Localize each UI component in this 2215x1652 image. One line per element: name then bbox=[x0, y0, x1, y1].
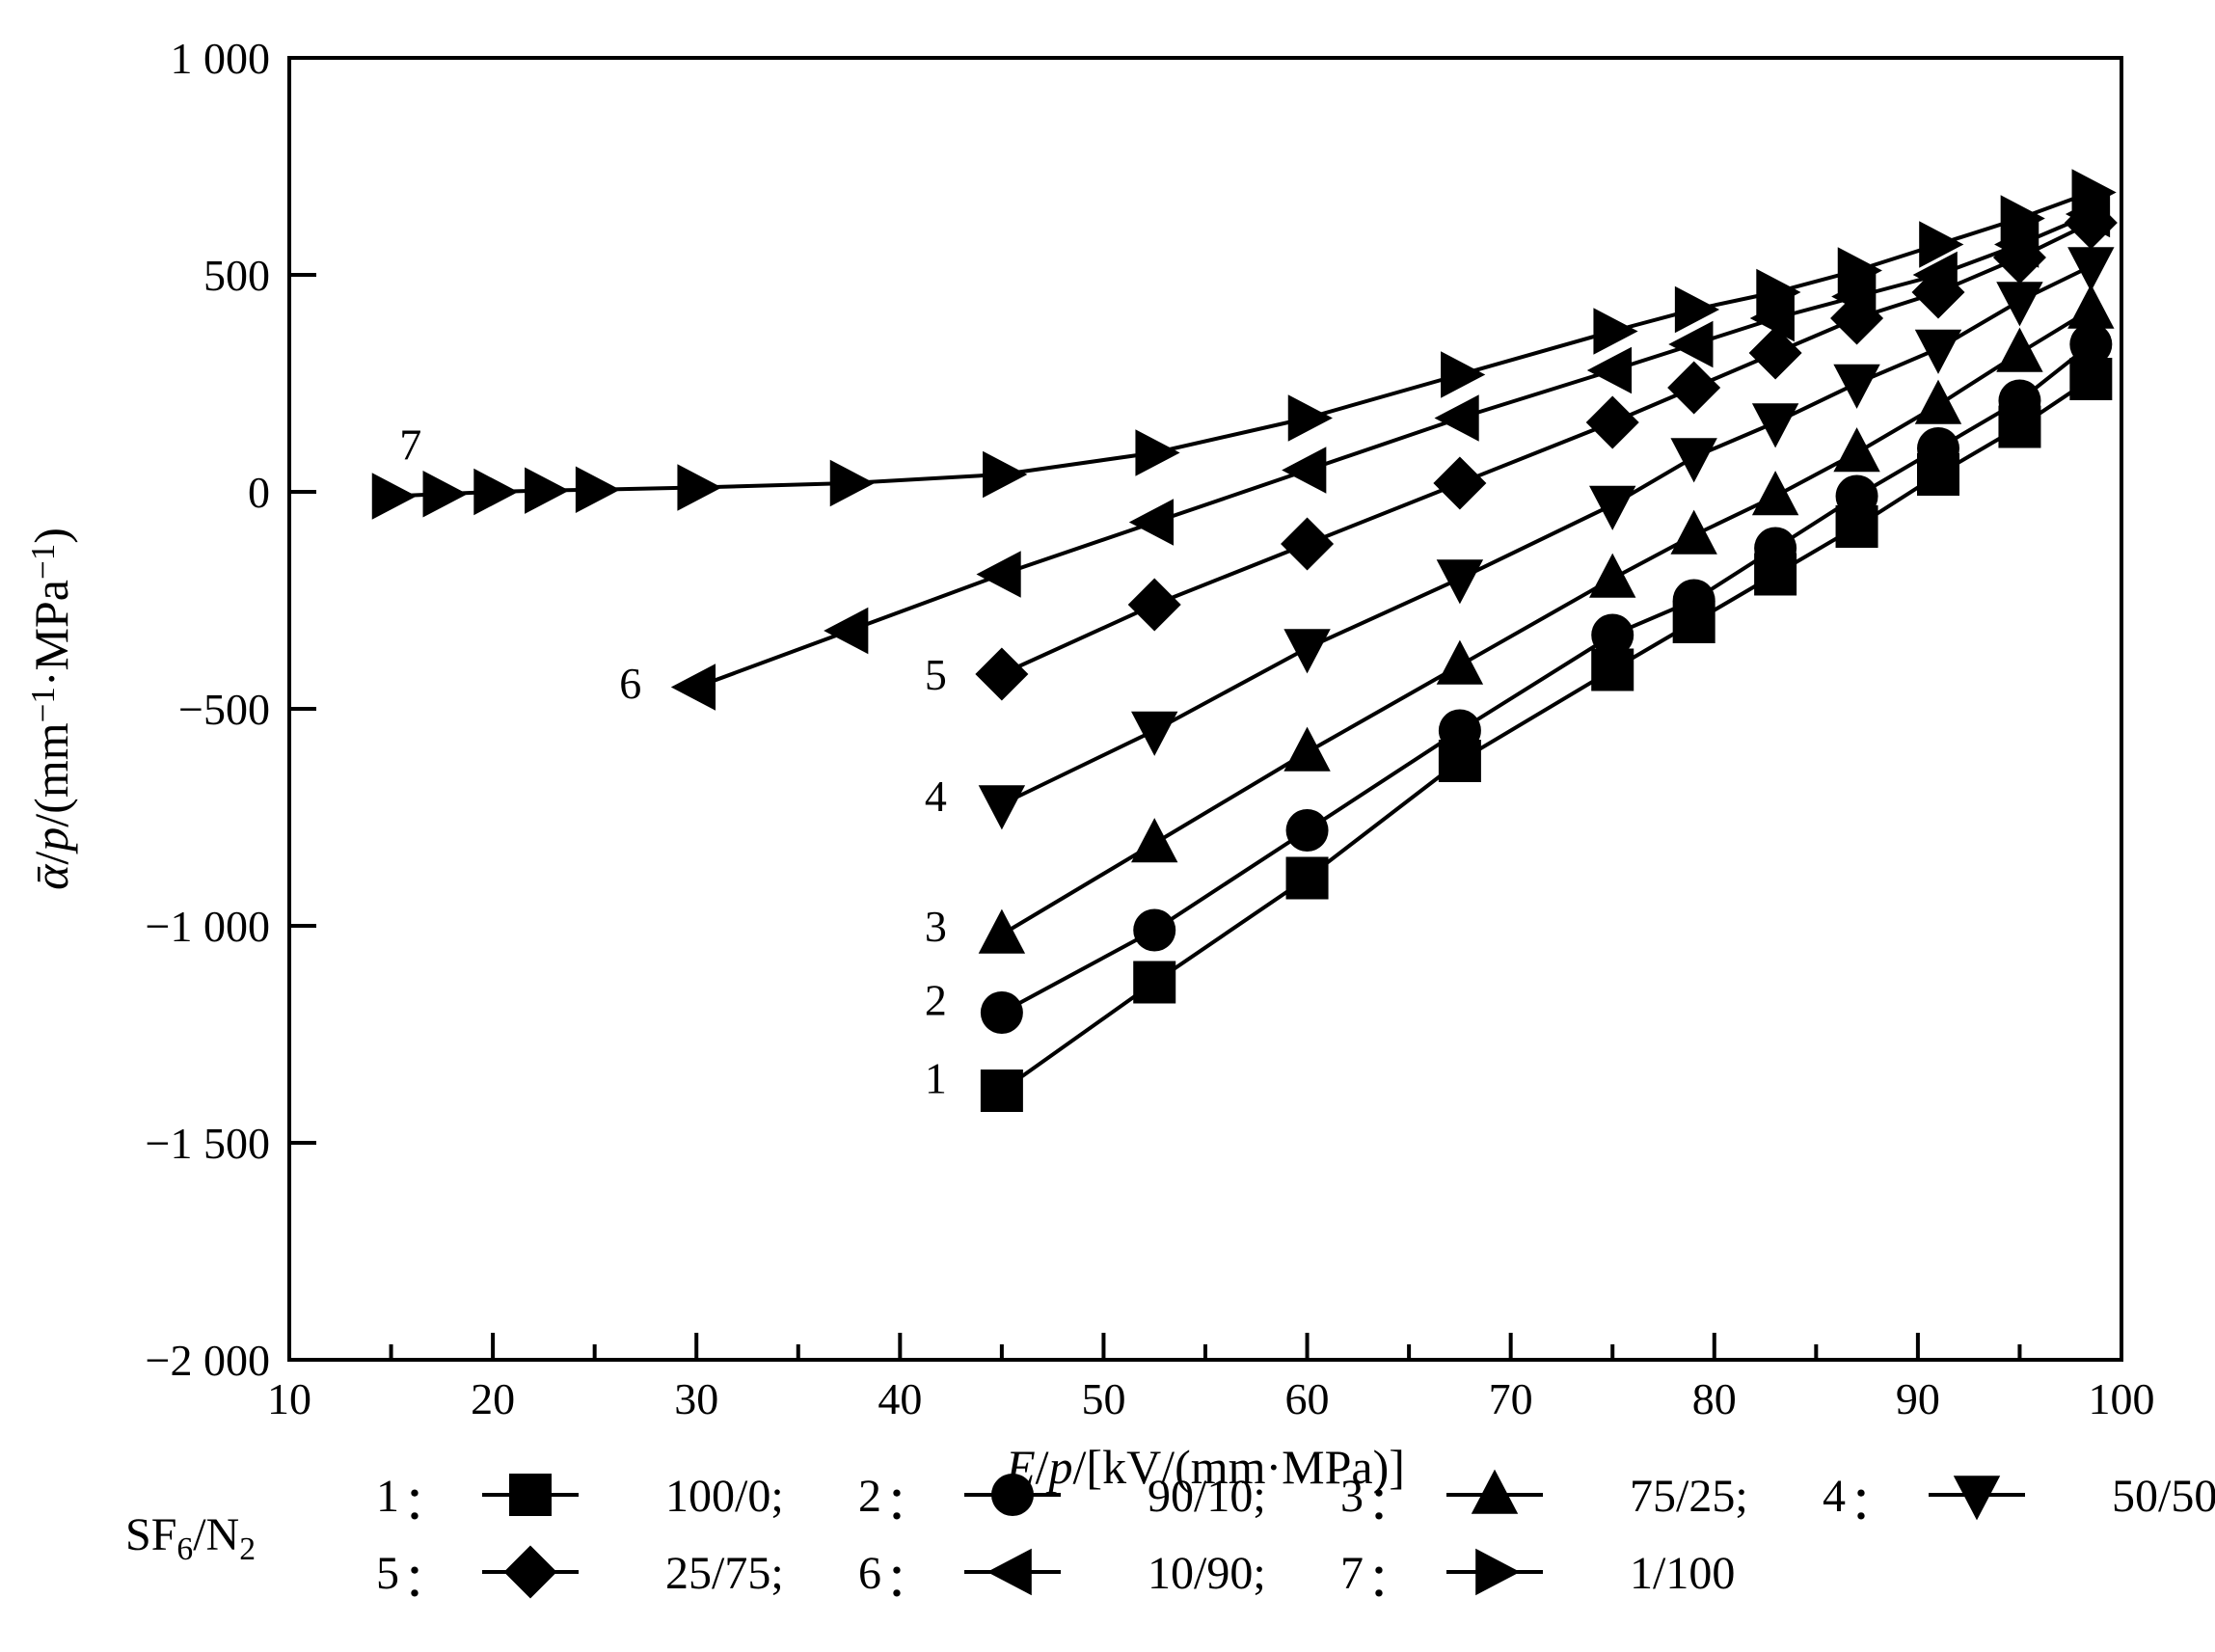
y-tick-label: 1 000 bbox=[171, 34, 271, 83]
series-6-label: 6 bbox=[619, 659, 641, 708]
legend-1-colon: ： bbox=[403, 1478, 449, 1530]
legend-3-num: 3 bbox=[1340, 1471, 1364, 1522]
series-2-marker bbox=[2069, 323, 2112, 366]
series-2-marker bbox=[1917, 427, 1959, 470]
legend-4-num: 4 bbox=[1823, 1471, 1846, 1522]
series-3-label: 3 bbox=[925, 902, 947, 951]
x-tick-label: 90 bbox=[1896, 1374, 1940, 1423]
legend-2-colon: ： bbox=[885, 1478, 932, 1530]
series-2-marker bbox=[1836, 475, 1878, 518]
legend-1-num: 1 bbox=[376, 1471, 399, 1522]
legend-3-colon: ： bbox=[1367, 1478, 1414, 1530]
series-5-label: 5 bbox=[925, 650, 947, 699]
series-2-marker bbox=[1754, 528, 1796, 570]
y-tick-label: −500 bbox=[178, 685, 270, 734]
legend-5-label: 25/75; bbox=[665, 1548, 784, 1599]
series-1-marker bbox=[1286, 857, 1329, 900]
y-tick-label: −1 000 bbox=[146, 902, 270, 951]
y-tick-label: 500 bbox=[203, 251, 270, 300]
x-tick-label: 20 bbox=[471, 1374, 515, 1423]
legend-6-label: 10/90; bbox=[1148, 1548, 1266, 1599]
legend-7-label: 1/100 bbox=[1630, 1548, 1735, 1599]
series-1-marker bbox=[981, 1070, 1023, 1112]
series-1-label: 1 bbox=[925, 1054, 947, 1103]
series-2-marker bbox=[1591, 614, 1634, 657]
chart-svg: 102030405060708090100−2 000−1 500−1 000−… bbox=[0, 0, 2215, 1652]
series-2-marker bbox=[1133, 909, 1175, 952]
series-4-label: 4 bbox=[925, 772, 947, 821]
series-7-label: 7 bbox=[399, 420, 421, 470]
x-tick-label: 40 bbox=[878, 1374, 922, 1423]
legend-5-colon: ： bbox=[403, 1556, 449, 1607]
x-tick-label: 60 bbox=[1285, 1374, 1330, 1423]
x-tick-label: 100 bbox=[2089, 1374, 2155, 1423]
legend-1-label: 100/0; bbox=[665, 1471, 784, 1522]
chart-container: 102030405060708090100−2 000−1 500−1 000−… bbox=[0, 0, 2215, 1652]
legend-2-num: 2 bbox=[858, 1471, 881, 1522]
legend-2-marker bbox=[991, 1474, 1034, 1516]
legend-6-num: 6 bbox=[858, 1548, 881, 1599]
legend-5-num: 5 bbox=[376, 1548, 399, 1599]
series-1-marker bbox=[1133, 961, 1175, 1004]
series-2-label: 2 bbox=[925, 976, 947, 1025]
legend-7-colon: ： bbox=[1367, 1556, 1414, 1607]
legend-1-marker bbox=[509, 1474, 552, 1516]
series-2-marker bbox=[1673, 580, 1715, 622]
x-tick-label: 10 bbox=[267, 1374, 311, 1423]
legend-6-colon: ： bbox=[885, 1556, 932, 1607]
x-tick-label: 70 bbox=[1489, 1374, 1533, 1423]
series-2-marker bbox=[1998, 380, 2040, 422]
legend-4-label: 50/50; bbox=[2112, 1471, 2215, 1522]
y-tick-label: −2 000 bbox=[146, 1336, 270, 1385]
series-2-marker bbox=[1286, 809, 1329, 852]
legend-7-num: 7 bbox=[1340, 1548, 1364, 1599]
series-2-marker bbox=[1439, 710, 1481, 752]
legend-3-label: 75/25; bbox=[1630, 1471, 1748, 1522]
x-tick-label: 30 bbox=[674, 1374, 718, 1423]
y-tick-label: 0 bbox=[248, 468, 270, 517]
legend-4-colon: ： bbox=[1850, 1478, 1896, 1530]
x-tick-label: 50 bbox=[1081, 1374, 1125, 1423]
legend-2-label: 90/10; bbox=[1148, 1471, 1266, 1522]
x-tick-label: 80 bbox=[1692, 1374, 1737, 1423]
series-2-marker bbox=[981, 991, 1023, 1034]
y-tick-label: −1 500 bbox=[146, 1119, 270, 1168]
